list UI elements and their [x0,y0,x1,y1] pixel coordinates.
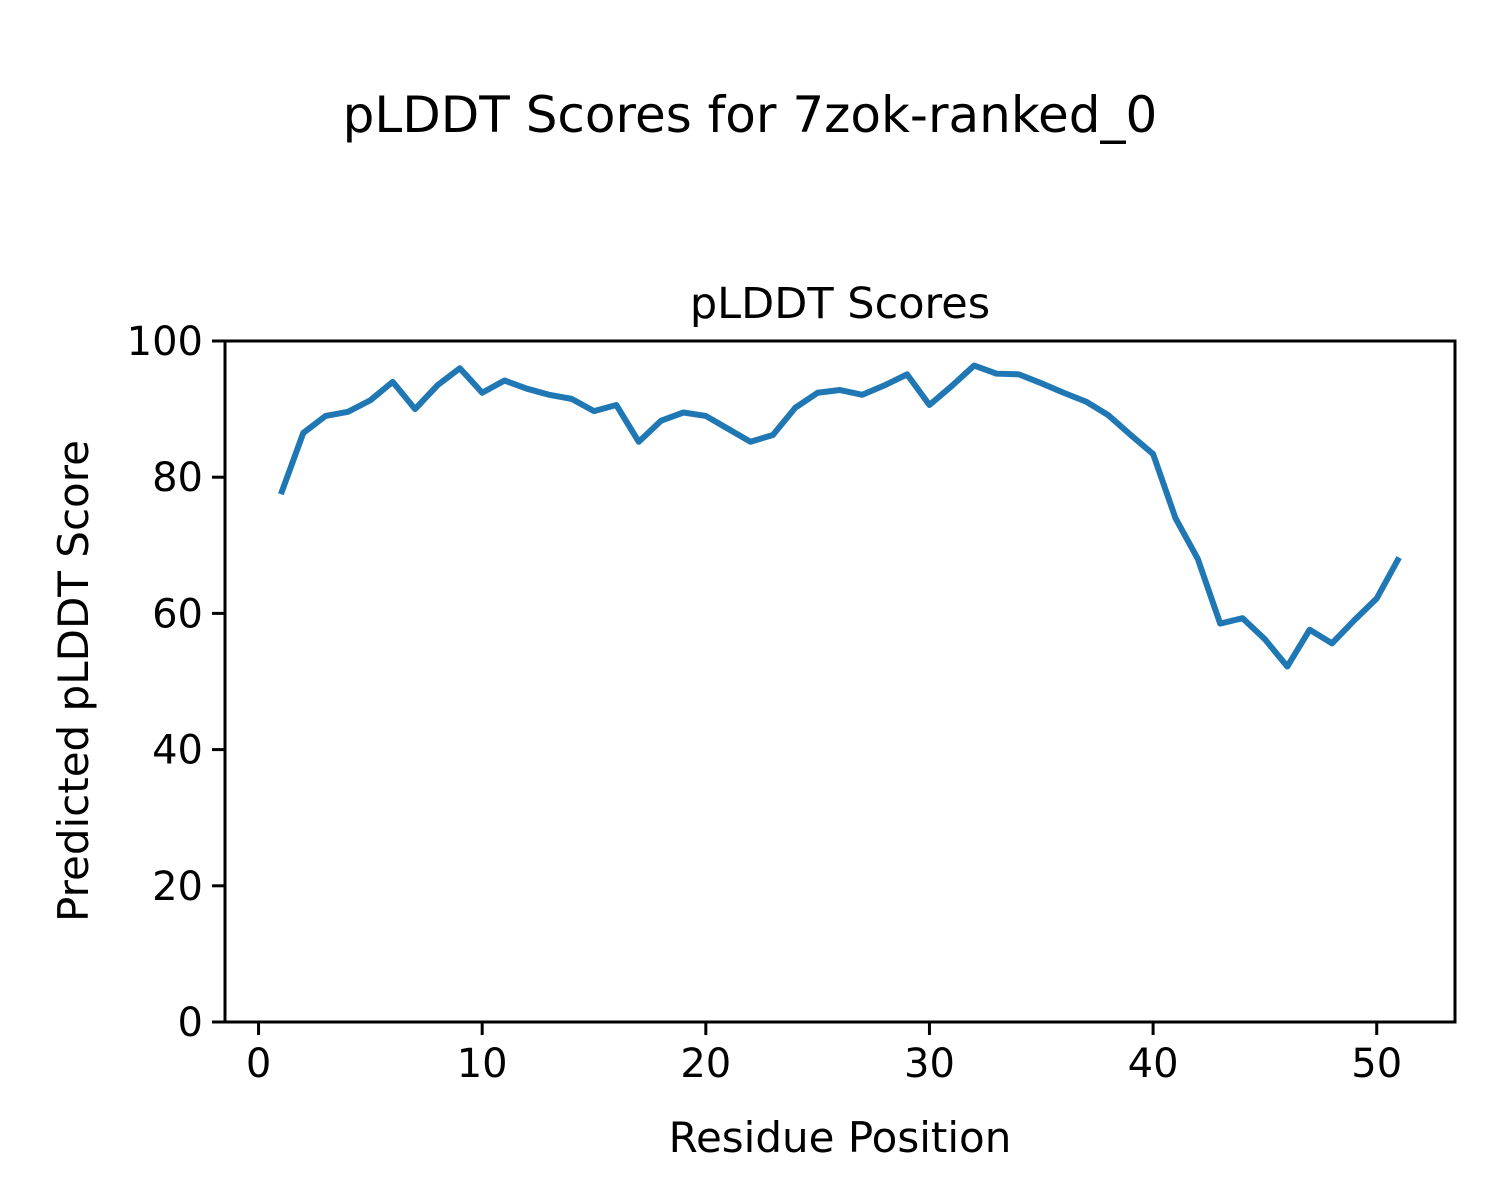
y-tick-label: 20 [152,864,203,910]
x-tick-label: 50 [1351,1041,1402,1087]
plddt-score-line [278,362,1402,670]
y-tick-label: 40 [152,728,203,774]
figure-title: pLDDT Scores for 7zok-ranked_0 [343,86,1158,144]
x-tick-label: 20 [680,1041,731,1087]
x-tick-label: 40 [1128,1041,1179,1087]
x-tick-label: 10 [457,1041,508,1087]
y-tick-label: 60 [152,591,203,637]
x-axis-label: Residue Position [669,1113,1012,1162]
x-tick-label: 0 [246,1041,271,1087]
x-axis-ticks: 0 10 20 30 40 50 [246,1022,1402,1087]
x-tick-label: 30 [904,1041,955,1087]
y-axis-ticks: 0 20 40 60 80 100 [127,319,225,1046]
y-tick-label: 0 [178,1000,203,1046]
plot-area [223,339,1457,1024]
axes-title: pLDDT Scores [690,279,990,329]
y-tick-label: 100 [127,319,203,365]
y-tick-label: 80 [152,455,203,501]
y-axis-label: Predicted pLDDT Score [49,440,98,922]
